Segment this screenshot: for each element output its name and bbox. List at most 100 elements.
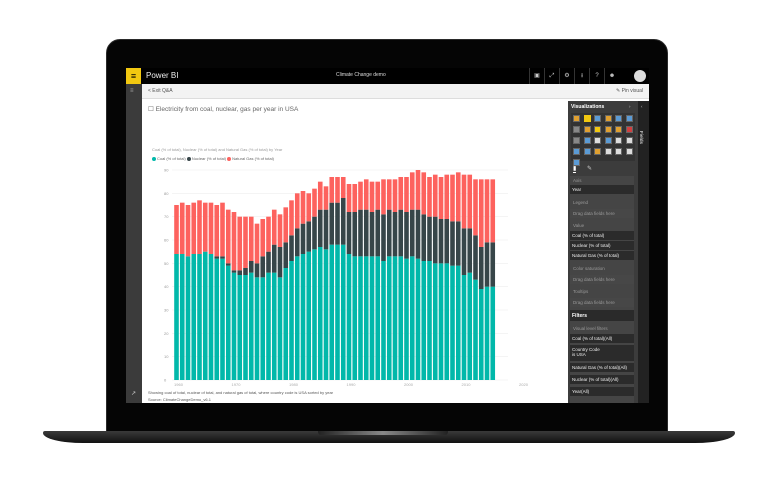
visual-type-icon[interactable] [615, 115, 622, 122]
stacked-bar-chart: 0 10 20 30 40 50 60 70 80 90 1960 1970 1980 1990 2000 2… [164, 168, 529, 388]
qa-question[interactable]: ☐ Electricity from coal, nuclear, gas pe… [148, 106, 299, 113]
visual-type-icon[interactable] [625, 137, 633, 144]
exit-qa-button[interactable]: < Exit Q&A [148, 88, 173, 94]
visual-type-icon[interactable] [625, 115, 633, 122]
bar-coal [202, 251, 208, 380]
visual-type-icon[interactable] [604, 115, 612, 122]
color-saturation-label: Color saturation [573, 266, 605, 271]
tooltips-label: Tooltips [573, 289, 589, 294]
chevron-left-icon[interactable]: ‹ [641, 104, 643, 109]
laptop-hinge [318, 431, 448, 435]
filter-nuclear[interactable]: Nuclear (% of total)(All) [570, 375, 634, 384]
bar-coal [323, 249, 329, 380]
bar-coal [490, 286, 496, 380]
bar-gas [225, 209, 231, 264]
gear-icon[interactable]: ⚙ [559, 68, 574, 84]
bar-gas [231, 212, 237, 271]
hamburger-icon[interactable]: ≡ [126, 68, 141, 84]
visual-type-icon[interactable] [573, 126, 580, 133]
bar-coal [329, 244, 335, 380]
pin-visual-button[interactable]: ✎ Pin visual [616, 88, 643, 94]
bar-coal [289, 261, 294, 380]
bar-coal [381, 261, 386, 380]
expand-icon[interactable]: ↗ [131, 391, 137, 397]
bar-coal [306, 251, 312, 380]
axis-well[interactable]: Year [570, 185, 634, 194]
fullscreen-icon[interactable]: ⤢ [544, 68, 559, 84]
visual-type-icon[interactable] [573, 115, 580, 122]
value-well-coal[interactable]: Coal (% of total) [570, 231, 634, 240]
visual-type-icon[interactable] [604, 137, 612, 144]
bar-coal [220, 258, 225, 380]
bar-nuclear [444, 219, 450, 264]
bar-coal [415, 258, 421, 380]
bar-gas [352, 184, 358, 212]
footer-source: Source: ClimateChangeDemo_v6.1 [148, 396, 211, 402]
download-icon[interactable]: ⭳ [574, 68, 589, 84]
bar-coal [185, 256, 191, 380]
visual-type-icon[interactable] [594, 148, 601, 155]
chat-icon[interactable]: ▣ [529, 68, 544, 84]
avatar[interactable] [634, 70, 646, 82]
fields-tab-label[interactable]: Fields [639, 131, 644, 145]
visual-type-icon[interactable] [615, 137, 622, 144]
bar-nuclear [277, 247, 283, 278]
visual-type-icon[interactable] [573, 148, 580, 155]
visual-type-icon[interactable] [625, 126, 633, 133]
filter-coal[interactable]: Coal (% of total)(All) [570, 334, 634, 343]
visual-type-icon[interactable] [625, 148, 633, 155]
bar-gas [415, 170, 421, 210]
bar-gas [363, 179, 369, 210]
chevron-right-icon[interactable]: › [629, 104, 631, 109]
visual-type-icon[interactable] [615, 126, 622, 133]
bar-nuclear [243, 268, 248, 275]
visual-type-icon[interactable] [594, 126, 601, 133]
nav-menu-icon[interactable]: ≡ [130, 88, 134, 94]
visual-type-icon[interactable] [573, 137, 580, 144]
visual-type-icon[interactable] [594, 115, 601, 122]
x-tick-label: 1980 [289, 382, 299, 387]
filter-natural-gas[interactable]: Natural Gas (% of total)(All) [570, 363, 634, 372]
filter-country-code[interactable]: Country Code is USA [570, 345, 634, 361]
visual-type-icon[interactable] [615, 148, 622, 155]
visual-type-icon[interactable] [604, 148, 612, 155]
bar-nuclear [323, 209, 329, 250]
visual-type-icon[interactable] [594, 137, 601, 144]
bar-nuclear [300, 223, 306, 254]
bar-coal [283, 268, 289, 380]
fields-tab-icon[interactable]: ▮ [573, 166, 577, 173]
bar-gas [438, 177, 444, 219]
legend-gas-swatch [227, 156, 232, 161]
bar-coal [427, 261, 432, 380]
bar-gas [185, 205, 191, 257]
filter-year[interactable]: Year(All) [570, 387, 634, 396]
bar-gas [306, 193, 312, 222]
visual-type-icon[interactable] [583, 115, 591, 122]
visualizations-title: Visualizations [571, 104, 605, 110]
visual-type-icon[interactable] [583, 126, 591, 133]
tooltips-drop[interactable]: Drag data fields here [570, 298, 634, 307]
bar-nuclear [381, 214, 386, 261]
visual-type-icon[interactable] [583, 148, 591, 155]
smiley-icon[interactable]: ☻ [604, 68, 619, 84]
visual-type-icon[interactable] [573, 159, 580, 166]
bar-nuclear [225, 263, 231, 266]
legend-drop[interactable]: Drag data fields here [570, 209, 634, 218]
bar-nuclear [461, 228, 467, 275]
bar-gas [335, 177, 340, 203]
value-well-gas[interactable]: Natural Gas (% of total) [570, 251, 634, 260]
visual-type-icon[interactable] [604, 126, 612, 133]
bar-gas [191, 202, 197, 254]
bar-gas [312, 188, 317, 217]
visual-type-icon[interactable] [583, 137, 591, 144]
value-well-nuclear[interactable]: Nuclear (% of total) [570, 241, 634, 250]
fields-pane-collapsed[interactable]: ‹ Fields [638, 101, 649, 403]
bar-coal [352, 256, 358, 380]
color-saturation-drop[interactable]: Drag data fields here [570, 275, 634, 284]
legend-gas: Natural Gas (% of total) [232, 156, 274, 161]
bar-gas [208, 202, 214, 254]
help-icon[interactable]: ? [589, 68, 604, 84]
format-brush-icon[interactable]: ✎ [587, 166, 593, 172]
bar-coal [340, 244, 346, 380]
bar-coal [271, 272, 277, 380]
